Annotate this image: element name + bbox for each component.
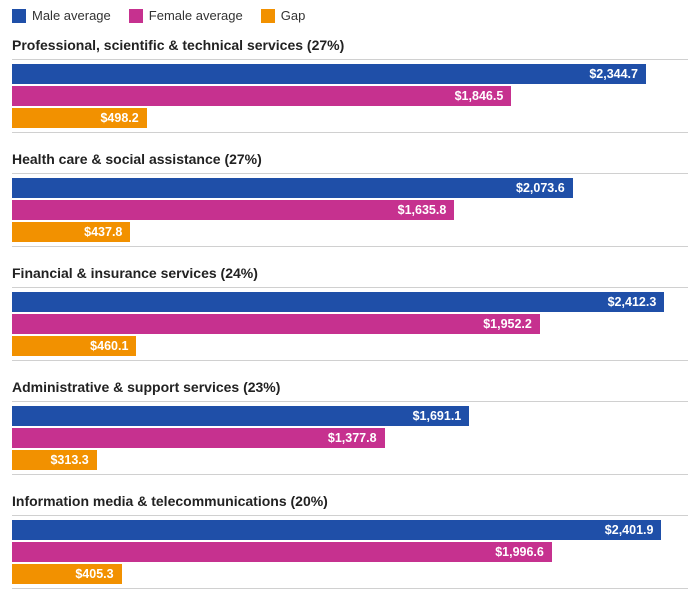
- chart-group: Financial & insurance services (24%) $2,4…: [12, 265, 688, 361]
- group-title: Professional, scientific & technical ser…: [12, 37, 688, 53]
- bar-row: $1,691.1: [12, 406, 688, 426]
- chart-group: Health care & social assistance (27%) $2,…: [12, 151, 688, 247]
- bar-row: $2,344.7: [12, 64, 688, 84]
- legend-swatch: [129, 9, 143, 23]
- bar: $1,377.8: [12, 428, 385, 448]
- bar: $2,344.7: [12, 64, 646, 84]
- legend-label: Male average: [32, 8, 111, 23]
- bar-row: $1,846.5: [12, 86, 688, 106]
- bar: $1,846.5: [12, 86, 511, 106]
- legend-label: Female average: [149, 8, 243, 23]
- legend-item-male: Male average: [12, 8, 111, 23]
- group-bars: $2,344.7$1,846.5$498.2: [12, 59, 688, 133]
- bar-row: $313.3: [12, 450, 688, 470]
- group-title: Information media & telecommunications (…: [12, 493, 688, 509]
- group-title: Financial & insurance services (24%): [12, 265, 688, 281]
- bar: $1,996.6: [12, 542, 552, 562]
- bar-row: $1,377.8: [12, 428, 688, 448]
- bar-row: $405.3: [12, 564, 688, 584]
- group-bars: $2,401.9$1,996.6$405.3: [12, 515, 688, 589]
- bar: $2,412.3: [12, 292, 664, 312]
- bar-row: $2,073.6: [12, 178, 688, 198]
- chart-group: Information media & telecommunications (…: [12, 493, 688, 589]
- group-bars: $2,073.6$1,635.8$437.8: [12, 173, 688, 247]
- bar-row: $1,635.8: [12, 200, 688, 220]
- bar: $460.1: [12, 336, 136, 356]
- bar-row: $2,401.9: [12, 520, 688, 540]
- bar: $405.3: [12, 564, 122, 584]
- bar: $437.8: [12, 222, 130, 242]
- bar-row: $437.8: [12, 222, 688, 242]
- bar-row: $2,412.3: [12, 292, 688, 312]
- legend-label: Gap: [281, 8, 306, 23]
- bar-row: $498.2: [12, 108, 688, 128]
- group-title: Administrative & support services (23%): [12, 379, 688, 395]
- legend-swatch: [261, 9, 275, 23]
- bar-row: $460.1: [12, 336, 688, 356]
- bar-row: $1,952.2: [12, 314, 688, 334]
- bar: $313.3: [12, 450, 97, 470]
- group-bars: $1,691.1$1,377.8$313.3: [12, 401, 688, 475]
- legend-item-female: Female average: [129, 8, 243, 23]
- group-title: Health care & social assistance (27%): [12, 151, 688, 167]
- legend-item-gap: Gap: [261, 8, 306, 23]
- bar: $498.2: [12, 108, 147, 128]
- bar: $1,952.2: [12, 314, 540, 334]
- bar: $2,073.6: [12, 178, 573, 198]
- chart-group: Professional, scientific & technical ser…: [12, 37, 688, 133]
- group-bars: $2,412.3$1,952.2$460.1: [12, 287, 688, 361]
- bar: $1,691.1: [12, 406, 469, 426]
- grouped-bar-chart: Professional, scientific & technical ser…: [12, 37, 688, 589]
- bar: $2,401.9: [12, 520, 661, 540]
- chart-legend: Male average Female average Gap: [12, 8, 688, 23]
- legend-swatch: [12, 9, 26, 23]
- bar: $1,635.8: [12, 200, 454, 220]
- bar-row: $1,996.6: [12, 542, 688, 562]
- chart-group: Administrative & support services (23%) $…: [12, 379, 688, 475]
